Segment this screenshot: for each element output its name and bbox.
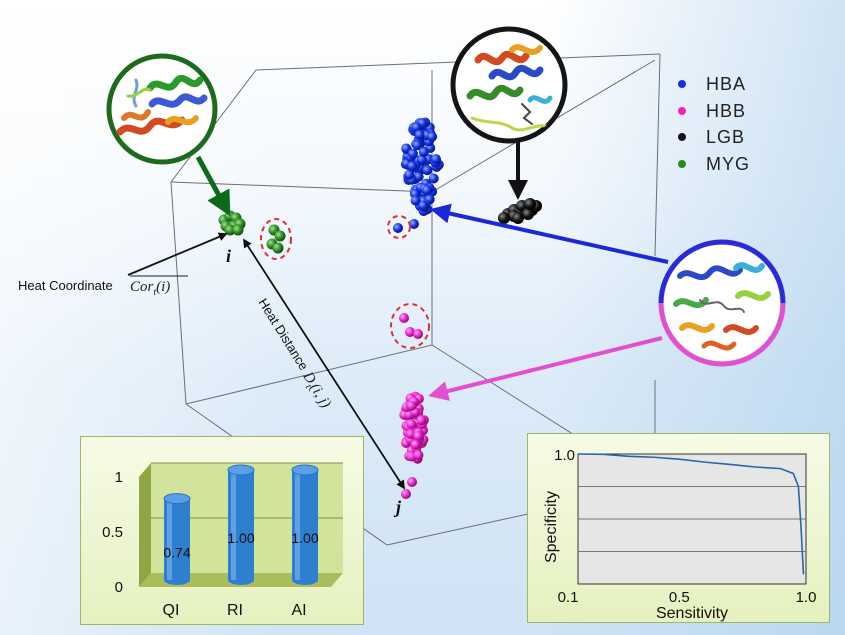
svg-text:Dt(i, j): Dt(i, j)	[296, 368, 334, 412]
point-i-label: i	[226, 246, 231, 266]
heat-coordinate-subscript: t	[153, 287, 156, 298]
legend-label-hbb: HBB	[706, 101, 747, 121]
heat-coordinate-argument: (i)	[156, 279, 170, 295]
legend-marker-hba	[678, 80, 686, 88]
bar-category-label: AI	[291, 602, 306, 619]
cluster-lgb-points	[498, 198, 542, 224]
myg-sphere	[232, 224, 244, 236]
bar-value-label: 1.00	[227, 530, 254, 546]
cluster-hbb-points	[399, 313, 429, 499]
hba-sphere	[427, 131, 438, 142]
legend-label-lgb: LGB	[706, 127, 746, 147]
hba-sphere	[431, 154, 442, 165]
hbb-sphere	[405, 327, 415, 337]
myg-sphere	[272, 242, 284, 254]
hbb-sphere	[405, 428, 416, 439]
bar-chart-panel: 0 0.5 1 0.74 QI 1.00 RI 1.00 AI	[80, 436, 364, 625]
hba-sphere	[422, 165, 433, 176]
hba-sphere	[410, 195, 421, 206]
bar-chart-side-wall	[139, 463, 151, 587]
bar-chart-ytick-label: 0	[115, 579, 123, 596]
hba-sphere	[418, 146, 429, 157]
lgb-sphere	[524, 198, 536, 210]
hbb-sphere	[399, 313, 409, 323]
legend-label-myg: MYG	[706, 154, 751, 174]
hbb-sphere	[416, 415, 427, 426]
svg-text:Heat Coordinate: Heat Coordinate	[18, 278, 113, 293]
hba-sphere	[414, 129, 425, 140]
heat-coordinate-prefix: Heat Coordinate	[18, 278, 113, 293]
bar-ri	[227, 464, 255, 585]
legend-marker-hbb	[678, 107, 686, 115]
roc-xtick-label: 0.1	[558, 589, 579, 606]
hbb-sphere	[406, 419, 417, 430]
point-j-label: j	[393, 497, 402, 517]
legend-marker-lgb	[678, 133, 686, 141]
heat-coordinate-pointer	[127, 232, 228, 276]
hba-sphere	[409, 219, 419, 229]
hba-sphere	[404, 169, 415, 180]
bar-chart-ytick-label: 0.5	[102, 524, 123, 541]
hbb-sphere	[413, 431, 424, 442]
bar-value-label: 1.00	[291, 530, 318, 546]
hba-sphere	[416, 154, 427, 165]
hbb-sphere	[413, 450, 424, 461]
heat-coordinate-label: Heat Coordinate Cort(i)	[18, 275, 188, 298]
heat-distance-prefix: Heat Distance	[255, 296, 311, 373]
protein-structure-myg-icon	[106, 53, 218, 165]
svg-text:Heat Distance: Heat Distance	[255, 296, 311, 373]
bar-qi	[163, 493, 191, 585]
hbb-sphere	[413, 329, 423, 339]
hbb-sphere	[410, 439, 421, 450]
arrow-to-hba	[430, 203, 669, 264]
bar-category-label: QI	[163, 602, 180, 619]
roc-xaxis-label: Sensitivity	[656, 605, 728, 622]
myg-sphere	[274, 230, 286, 242]
outlier-circle-hba	[387, 215, 411, 239]
legend: HBA HBB LGB MYG	[678, 74, 788, 194]
cluster-hba-points	[393, 117, 444, 233]
hba-sphere	[407, 148, 418, 159]
lgb-sphere	[498, 212, 510, 224]
heat-distance-subscript: t	[303, 383, 314, 391]
hbb-sphere	[401, 489, 411, 499]
svg-text:Cort(i): Cort(i)	[130, 279, 170, 298]
bar-value-label: 0.74	[163, 544, 190, 560]
hba-sphere	[393, 223, 403, 233]
outlier-circle-hbb	[390, 303, 430, 349]
legend-marker-myg	[678, 160, 686, 168]
legend-label-hba: HBA	[706, 74, 747, 94]
lgb-sphere	[512, 212, 524, 224]
hba-sphere	[412, 140, 423, 151]
arrow-to-hbb	[428, 336, 663, 401]
arrow-to-myg	[195, 155, 231, 217]
hba-sphere	[428, 173, 439, 184]
roc-ytick-label: 1.0	[554, 447, 575, 464]
bar-category-label: RI	[227, 602, 243, 619]
bar-chart-ytick-label: 1	[115, 469, 123, 486]
hba-sphere	[418, 200, 429, 211]
hbb-sphere	[406, 400, 417, 411]
bar-ai	[291, 464, 319, 585]
hba-sphere	[411, 122, 422, 133]
roc-chart-panel: 1.0 0.1 0.5 1.0 Sensitivity Specificity	[527, 433, 830, 623]
roc-xtick-label: 0.5	[669, 589, 690, 606]
heat-distance-arrow	[243, 238, 405, 490]
roc-curve	[577, 453, 805, 575]
hbb-sphere	[407, 477, 417, 487]
hba-sphere	[407, 161, 418, 172]
protein-structure-lgb-icon	[450, 26, 568, 144]
qi-ri-ai-bar-chart: 0 0.5 1 0.74 QI 1.00 RI 1.00 AI	[102, 462, 343, 619]
sensitivity-specificity-chart: 1.0 0.1 0.5 1.0 Sensitivity Specificity	[543, 447, 817, 622]
roc-xtick-label: 1.0	[796, 589, 817, 606]
heat-distance-label: Heat Distance Dt(i, j)	[255, 296, 334, 412]
hba-sphere	[401, 143, 412, 154]
roc-yaxis-label: Specificity	[543, 491, 560, 563]
lgb-sphere	[522, 208, 534, 220]
heat-coordinate-symbol: Cor	[130, 279, 154, 295]
hba-sphere	[422, 185, 433, 196]
protein-structure-hemoglobin-icon	[658, 239, 786, 367]
